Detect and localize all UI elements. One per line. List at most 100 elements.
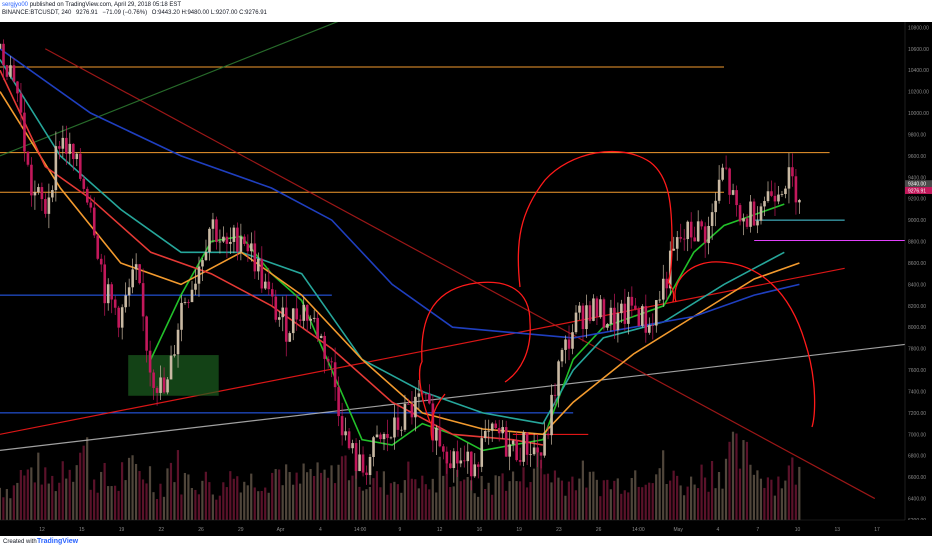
price-chart[interactable]: 10800.00 10600.00 10400.00 10200.00 10000.00… <box>0 5 932 536</box>
x-axis-panel <box>0 520 932 536</box>
volume-bar <box>72 481 75 520</box>
candle-body <box>23 112 26 152</box>
volume-bar <box>511 471 515 520</box>
candle-body <box>110 284 114 300</box>
volume-bar <box>707 491 710 520</box>
candle-body <box>253 243 257 272</box>
candle-body <box>511 440 515 445</box>
candle-body <box>232 227 236 242</box>
volume-bar <box>627 492 630 520</box>
volume-bar <box>180 494 183 520</box>
candle-body <box>777 194 780 202</box>
volume-bar <box>305 472 309 520</box>
candle-body <box>194 283 197 290</box>
candle-body <box>58 146 61 149</box>
candle-body <box>654 300 658 326</box>
candle-body <box>103 264 107 304</box>
candle-body <box>65 137 68 154</box>
volume-bar <box>717 472 721 520</box>
candle-body <box>585 305 588 330</box>
y-tick-label: 9600.00 <box>908 154 926 160</box>
x-tick-label: Apr <box>277 527 285 533</box>
candle-body <box>435 427 438 441</box>
volume-bar <box>445 459 448 520</box>
volume-bar <box>738 468 742 520</box>
volume-bar <box>564 495 567 520</box>
ohlc-values: O:9443.20 H:9480.00 L:9207.00 C:9276.91 <box>151 10 267 16</box>
y-tick-label: 8000.00 <box>908 325 926 331</box>
candle-body <box>246 243 250 252</box>
volume-bar <box>742 440 745 520</box>
y-tick-label: 9800.00 <box>908 132 926 138</box>
candle-body <box>620 303 623 314</box>
volume-bar <box>407 461 410 520</box>
volume-bar <box>449 487 452 520</box>
x-tick-label: 17 <box>874 527 880 533</box>
candle-body <box>372 437 375 457</box>
volume-bar <box>278 469 281 520</box>
tradingview-logo[interactable]: TradingView <box>37 538 79 545</box>
volume-bar <box>337 464 340 520</box>
volume-bar <box>721 488 724 520</box>
candle-body <box>784 188 787 195</box>
candle-body <box>37 187 40 193</box>
candle-body <box>106 284 110 304</box>
candle-body <box>567 339 571 349</box>
volume-bar <box>96 492 99 520</box>
candle-body <box>141 283 145 317</box>
volume-bar <box>131 455 134 520</box>
volume-bar <box>400 492 403 520</box>
volume-bar <box>735 433 738 520</box>
volume-bar <box>532 468 536 520</box>
volume-bar <box>365 489 368 520</box>
candle-body <box>229 241 232 244</box>
x-tick-label: 29 <box>238 527 244 533</box>
volume-bar <box>215 499 218 520</box>
volume-bar <box>86 437 89 520</box>
chart-area[interactable]: 10800.00 10600.00 10400.00 10200.00 10000.00… <box>0 5 932 536</box>
candle-body <box>745 218 749 227</box>
candle-body <box>236 227 239 252</box>
volume-bar <box>676 475 679 520</box>
volume-bar <box>658 468 661 520</box>
candle-body <box>264 281 267 289</box>
candle-body <box>309 318 312 321</box>
candle-body <box>127 287 131 296</box>
volume-bar <box>410 478 413 520</box>
author-link[interactable]: sergjyo00 <box>2 2 29 8</box>
candle-body <box>368 456 372 476</box>
candle-body <box>546 433 550 436</box>
x-tick-label: 16 <box>477 527 483 533</box>
candle-body <box>735 190 738 206</box>
candle-body <box>770 191 773 196</box>
price-change: −71.09 (−0.76%) <box>102 10 148 16</box>
x-tick-label: 14:00 <box>632 527 645 533</box>
candle-body <box>560 349 564 362</box>
volume-bar <box>473 493 476 520</box>
candle-body <box>61 137 65 149</box>
candle-body <box>379 434 382 440</box>
candle-body <box>316 317 319 338</box>
volume-bar <box>655 474 658 520</box>
candle-body <box>54 146 58 191</box>
x-tick-label: 15 <box>79 527 85 533</box>
candle-body <box>72 143 75 160</box>
candle-body <box>658 299 662 301</box>
volume-bar <box>644 484 647 520</box>
candle-body <box>780 194 784 195</box>
x-tick-label: 23 <box>556 527 562 533</box>
y-tick-label: 6600.00 <box>908 475 926 481</box>
moving-average-line <box>0 59 785 425</box>
volume-bar <box>749 464 752 520</box>
candle-body <box>634 305 637 310</box>
volume-bar <box>58 482 61 520</box>
volume-bar <box>588 471 591 520</box>
x-tick-label: 19 <box>516 527 522 533</box>
y-tick-label: 10200.00 <box>908 90 929 96</box>
volume-bar <box>672 470 675 520</box>
volume-bar <box>162 496 166 520</box>
volume-bar <box>634 470 637 520</box>
candle-body <box>693 237 696 242</box>
freehand-annotation-curve <box>430 393 446 441</box>
volume-bar <box>798 466 801 520</box>
